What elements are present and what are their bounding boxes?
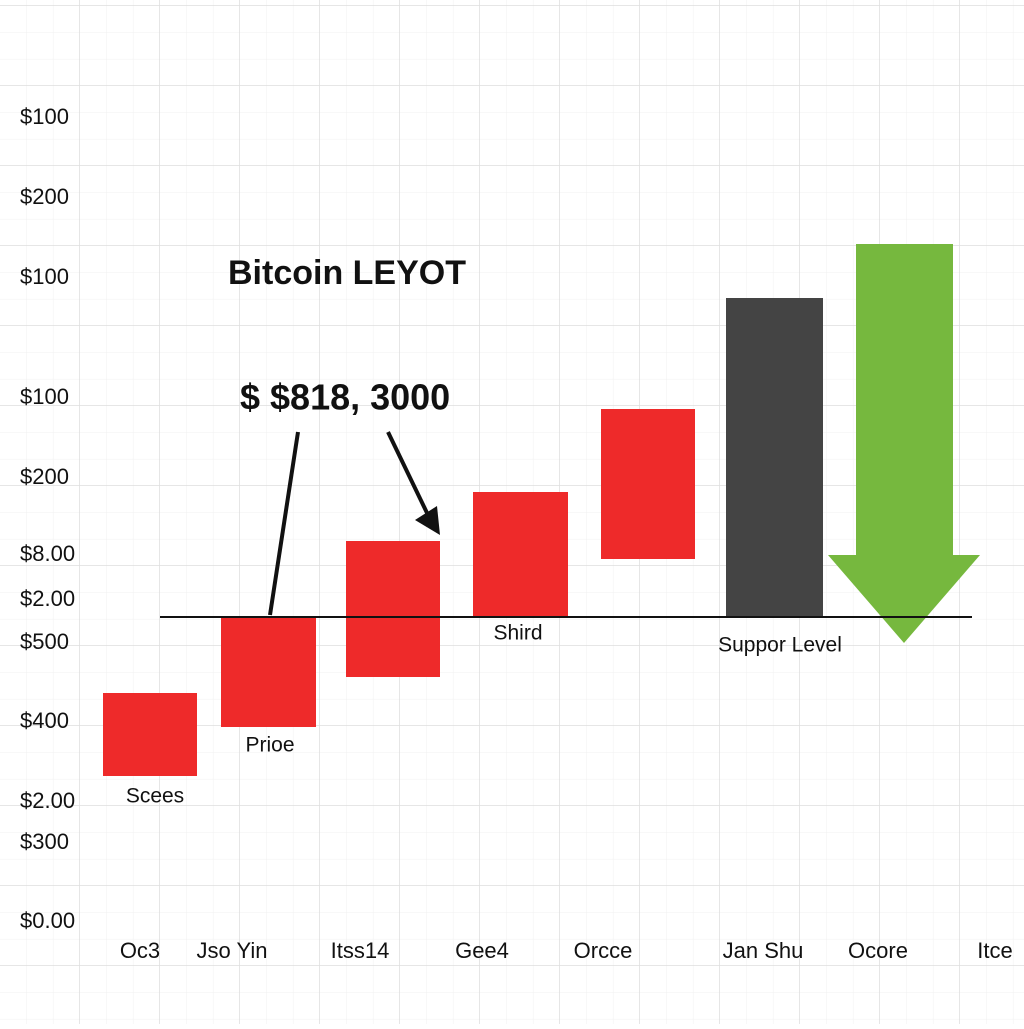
arrow-head: [415, 506, 440, 535]
bar: [103, 693, 197, 776]
title: Bitcoin LEYOT: [228, 254, 466, 292]
x-label: Jan Shu: [723, 938, 804, 963]
y-label: $2.00: [20, 788, 75, 813]
bar: [601, 409, 695, 559]
y-label: $2.00: [20, 586, 75, 611]
y-label: $100: [20, 384, 69, 409]
y-label: $8.00: [20, 541, 75, 566]
green-arrow: [828, 244, 980, 643]
y-label: $400: [20, 708, 69, 733]
y-label: $100: [20, 264, 69, 289]
bar-label: Shird: [493, 622, 542, 645]
y-label: $200: [20, 464, 69, 489]
y-label: $200: [20, 184, 69, 209]
x-label: Ocore: [848, 938, 908, 963]
x-label: Oc3: [120, 938, 160, 963]
bar: [221, 616, 316, 727]
pointer: [268, 431, 300, 616]
bar-label: Suppor Level: [718, 634, 842, 657]
bar: [473, 492, 568, 616]
y-label: $100: [20, 104, 69, 129]
bar: [346, 541, 440, 677]
pointer: [386, 431, 430, 516]
y-label: $300: [20, 829, 69, 854]
annotation: $ $818, 3000: [240, 377, 450, 418]
bar-label: Scees: [126, 785, 184, 808]
x-label: Itce: [977, 938, 1012, 963]
x-label: Orcce: [574, 938, 633, 963]
x-label: Gee4: [455, 938, 509, 963]
y-label: $500: [20, 629, 69, 654]
y-label: $0.00: [20, 908, 75, 933]
bar: [726, 298, 823, 617]
x-label: Itss14: [331, 938, 390, 963]
bar-label: Prioe: [245, 734, 294, 757]
x-label: Jso Yin: [197, 938, 268, 963]
